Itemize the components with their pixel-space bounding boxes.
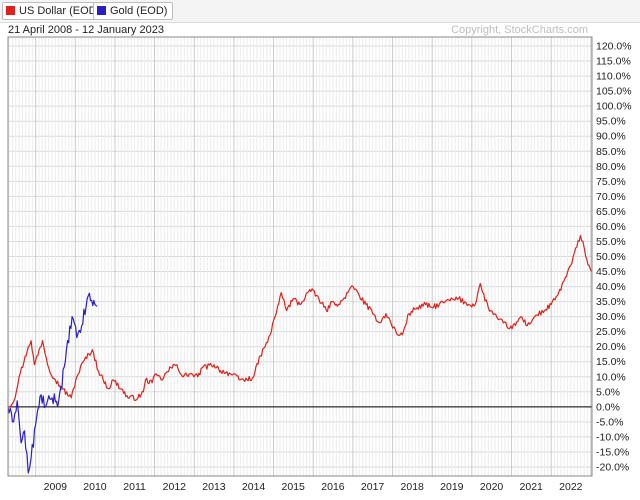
y-tick-label: 110.0% <box>596 71 631 83</box>
grid-lines <box>8 37 592 476</box>
legend-item-us-dollar[interactable]: US Dollar (EOD) <box>2 2 107 20</box>
y-tick-label: 100.0% <box>596 101 632 113</box>
x-tick-label: 2019 <box>440 481 464 493</box>
y-tick-label: 70.0% <box>596 191 626 203</box>
y-tick-label: 55.0% <box>596 236 626 248</box>
x-tick-label: 2022 <box>559 481 583 493</box>
plot-frame <box>7 36 593 477</box>
x-tick-label: 2017 <box>361 481 385 493</box>
y-tick-label: 115.0% <box>596 56 631 68</box>
us-dollar-swatch-icon <box>6 6 15 15</box>
y-tick-label: 65.0% <box>596 206 626 218</box>
x-tick-label: 2009 <box>44 481 68 493</box>
x-tick-label: 2021 <box>520 481 544 493</box>
y-tick-label: 75.0% <box>596 176 626 188</box>
y-tick-label: 120.0% <box>596 41 632 53</box>
x-tick-label: 2018 <box>401 481 425 493</box>
y-tick-label: -5.0% <box>596 416 623 428</box>
date-range: 21 April 2008 - 12 January 2023 <box>8 24 164 36</box>
y-tick-label: 30.0% <box>596 311 626 323</box>
x-tick-label: 2014 <box>242 481 266 493</box>
x-tick-label: 2020 <box>480 481 504 493</box>
x-tick-label: 2015 <box>282 481 306 493</box>
legend-label-gold: Gold (EOD) <box>110 5 168 17</box>
y-tick-label: 0.0% <box>596 401 620 413</box>
copyright-notice: Copyright, StockCharts.com <box>451 24 588 36</box>
y-tick-label: 60.0% <box>596 221 626 233</box>
legend-bar: US Dollar (EOD) Gold (EOD) <box>0 0 640 23</box>
y-tick-label: 95.0% <box>596 116 626 128</box>
gold-swatch-icon <box>97 6 106 15</box>
y-tick-label: 50.0% <box>596 251 626 263</box>
y-tick-label: 80.0% <box>596 161 626 173</box>
x-axis-labels: 2009 2010 2011 2012 2013 2014 2015 2016 2017 2018… <box>44 481 583 493</box>
y-tick-label: -15.0% <box>596 446 629 458</box>
y-tick-label: 5.0% <box>596 386 620 398</box>
legend-label-us-dollar: US Dollar (EOD) <box>19 5 101 17</box>
y-tick-label: -20.0% <box>596 461 629 473</box>
y-tick-label: 45.0% <box>596 266 626 278</box>
gold-line <box>7 292 98 474</box>
x-tick-label: 2011 <box>123 481 146 493</box>
x-tick-label: 2010 <box>83 481 107 493</box>
y-tick-label: 10.0% <box>596 371 626 383</box>
y-tick-label: -10.0% <box>596 431 629 443</box>
y-tick-label: 25.0% <box>596 326 626 338</box>
us-dollar-line <box>7 234 593 408</box>
y-tick-label: 35.0% <box>596 296 626 308</box>
y-tick-label: 90.0% <box>596 131 626 143</box>
y-tick-label: 105.0% <box>596 86 632 98</box>
x-tick-label: 2013 <box>202 481 226 493</box>
y-axis-labels: -20.0% -15.0% -10.0% -5.0% 0.0% 5.0% 10.0% 15.0… <box>596 41 632 474</box>
x-tick-label: 2012 <box>163 481 187 493</box>
y-tick-label: 15.0% <box>596 356 626 368</box>
series-lines <box>7 234 593 474</box>
y-tick-label: 40.0% <box>596 281 626 293</box>
x-tick-label: 2016 <box>321 481 345 493</box>
legend-item-gold[interactable]: Gold (EOD) <box>93 2 174 20</box>
y-tick-label: 85.0% <box>596 146 626 158</box>
y-tick-label: 20.0% <box>596 341 626 353</box>
